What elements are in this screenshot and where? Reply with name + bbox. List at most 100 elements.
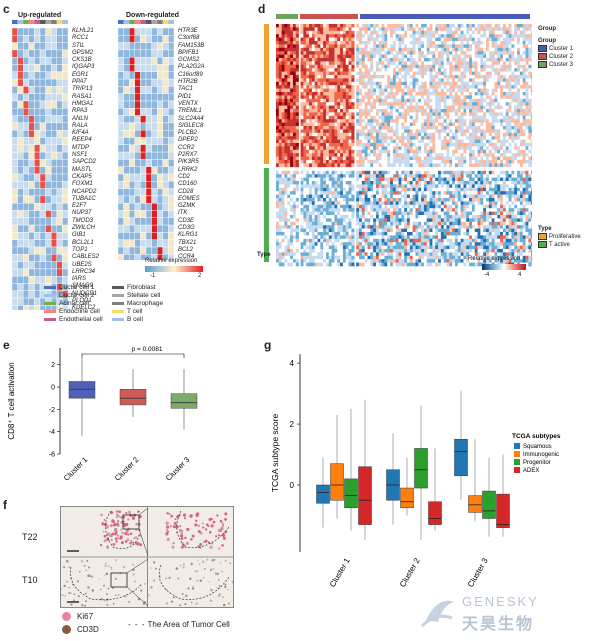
legend-label: Fibroblast <box>127 284 156 291</box>
gene-label: KLRG1 <box>178 232 198 239</box>
gene-label: KDELC2 <box>72 305 96 312</box>
ihc-legend-item: CD3D <box>62 623 99 636</box>
legend-label: Endocrine cell <box>59 308 100 315</box>
g-ytick-label: 0 <box>290 481 295 490</box>
gene-label: CD160 <box>178 181 197 188</box>
g-box <box>414 448 428 489</box>
g-legend-label: Progenitor <box>523 460 551 466</box>
gene-label: CD3E <box>178 217 195 224</box>
gene-label: SLC24A4 <box>178 115 204 122</box>
gene-label: UBE2S <box>72 261 92 268</box>
panel-label-g: g <box>264 338 272 352</box>
gene-label: RPA3 <box>72 108 88 115</box>
gene-label: PID1 <box>178 93 192 100</box>
dashed-line-icon: - - - <box>128 620 146 629</box>
watermark-zh: 天昊生物 <box>462 616 535 633</box>
gene-label: HTR2B <box>178 79 198 86</box>
legend-swatch <box>44 285 56 289</box>
g-legend-swatch <box>514 451 520 457</box>
ihc-legend: Ki67 CD3D <box>62 610 99 636</box>
e-ytick-label: 2 <box>51 362 55 369</box>
legend-swatch <box>44 317 56 321</box>
panel-label-f: f <box>3 498 7 512</box>
gene-label: CD2 <box>178 173 191 180</box>
gene-label: P2RX7 <box>178 152 198 159</box>
genesky-logo <box>420 600 454 628</box>
gene-label: TRIP13 <box>72 86 93 93</box>
gene-label: CD28 <box>178 188 194 195</box>
tcga-subtype-boxplot: 4 2 0 TCGA subtype score Cluster 1 Cluster 2 C… <box>270 354 561 589</box>
g-box <box>468 495 482 513</box>
g-box <box>428 501 442 525</box>
legend-label: B cell <box>127 316 143 323</box>
g-legend-title: TCGA subtypes <box>512 433 561 440</box>
gene-label: VENTX <box>178 100 199 107</box>
group-label: Cluster 2 <box>549 54 574 61</box>
legend-swatch <box>44 301 56 305</box>
legend-item: Fibroblast <box>112 284 156 291</box>
gene-label: GZMK <box>178 203 196 210</box>
legend-label: Macrophage <box>127 300 164 307</box>
gene-label: MTDP <box>72 144 89 151</box>
gene-label: EGR1 <box>72 71 89 78</box>
gene-label: RCC1 <box>72 35 89 42</box>
d-colorbar-low: -4 <box>484 272 490 278</box>
p-value-label: p = 0.0081 <box>132 346 163 353</box>
gene-label: FOXM1 <box>72 181 93 188</box>
gene-label: PLCB2 <box>178 130 198 137</box>
legend-swatch <box>112 301 124 305</box>
type-swatch <box>538 241 547 249</box>
e-xtick-label: Cluster 1 <box>62 455 90 483</box>
gene-label: TAC1 <box>178 86 193 93</box>
gene-label: TUBA1C <box>72 195 96 202</box>
e-ytick-label: 0 <box>51 385 55 392</box>
d-type-legend-title: Type <box>538 226 552 232</box>
gene-label: FAM153B <box>178 42 205 49</box>
gene-label: CD3G <box>178 225 195 232</box>
gene-label: ANLN <box>72 115 89 122</box>
down-heatmap <box>118 20 175 260</box>
d-colorbar-high: 4 <box>518 272 522 278</box>
g-legend-label: ADEX <box>523 468 539 474</box>
d-colorbar <box>482 264 526 270</box>
gene-label: GCMS2 <box>178 57 200 64</box>
g-box <box>316 484 330 504</box>
up-gene-list: KLHL21 RCC1 STIL GPSM2 CKS1B IQGAP3 EGR1 PPAT TR… <box>72 28 99 313</box>
legend-swatch <box>112 317 124 321</box>
ihc-tile <box>61 558 147 607</box>
legend-swatch <box>44 309 56 313</box>
legend-label: Endothelial cell <box>59 316 103 323</box>
gene-label: HTR3E <box>178 28 198 34</box>
g-legend-label: Squamous <box>523 444 552 450</box>
g-xtick-label: Cluster 2 <box>398 556 422 589</box>
g-legend-swatch <box>514 467 520 473</box>
gene-label: NCAPD2 <box>72 188 97 195</box>
g-ytick-label: 2 <box>290 420 295 429</box>
e-box <box>68 381 96 399</box>
d-group-legend: Cluster 1 Cluster 2 Cluster 3 <box>538 45 573 69</box>
type-legend-item: Proliferative <box>538 233 581 241</box>
gene-label: GPSM2 <box>72 49 94 56</box>
group-label: Cluster 1 <box>549 46 574 53</box>
group-swatch <box>538 61 547 69</box>
ihc-tile <box>148 558 233 607</box>
gene-label: SIGLEC8 <box>178 122 204 129</box>
gene-label: ZWILCH <box>72 225 95 232</box>
stain-dot-icon <box>62 625 71 635</box>
legend-label: Stellate cell <box>127 292 161 299</box>
g-ylabel: TCGA subtype score <box>270 414 280 493</box>
gene-label: TOP1 <box>72 246 88 253</box>
gene-label: PLA2G2A <box>178 64 205 71</box>
group-swatch <box>538 53 547 61</box>
watermark-en: GENESKY <box>462 594 539 609</box>
g-box <box>482 490 496 519</box>
gene-label: KIF4A <box>72 130 89 137</box>
legend-item: Ductal cell 2 <box>44 292 94 299</box>
gene-label: NSF1 <box>72 152 88 159</box>
group-legend-item: Cluster 2 <box>538 53 573 61</box>
e-ylabel: CD8⁺ T cell activation <box>7 362 16 439</box>
c-colorbar-low: -1 <box>150 273 156 279</box>
ihc-legend-item: Ki67 <box>62 610 99 623</box>
gene-label: PPAT <box>72 79 87 86</box>
d-group-label: Group <box>538 26 556 32</box>
